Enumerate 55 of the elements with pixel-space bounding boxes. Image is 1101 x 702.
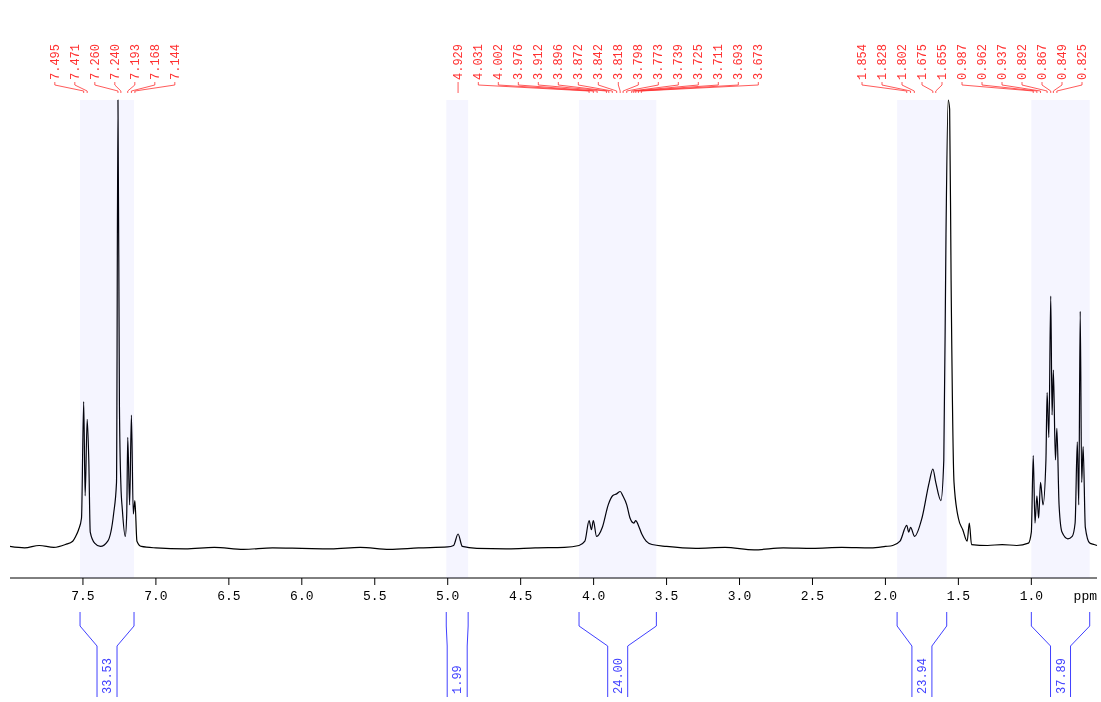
x-tick-label: 2.5 <box>800 589 825 604</box>
x-tick-label: 3.5 <box>654 589 679 604</box>
x-tick-label: 2.0 <box>873 589 898 604</box>
x-tick-label: 7.5 <box>71 589 95 604</box>
annotation: 3.693 <box>732 43 747 80</box>
annotation: 0.825 <box>1076 43 1090 80</box>
annotation: 1.802 <box>896 43 910 80</box>
band-label: 1.99 <box>451 665 466 694</box>
annotation: 7.495 <box>48 43 63 80</box>
annotation: 3.725 <box>692 43 707 80</box>
annotation: 3.798 <box>632 43 647 80</box>
annotation: 1.655 <box>936 43 950 80</box>
annotation: 0.892 <box>1016 43 1030 80</box>
annotation: 3.773 <box>652 43 667 80</box>
x-tick-label: 5.0 <box>436 589 460 604</box>
annotation: 0.849 <box>1056 43 1070 80</box>
annotation: 0.937 <box>996 43 1010 80</box>
annotation: 4.929 <box>452 43 467 80</box>
annotation: 1.828 <box>876 43 890 80</box>
x-tick-label: 4.0 <box>581 589 606 604</box>
x-tick-label: 1.0 <box>1019 589 1044 604</box>
x-tick-label: 7.0 <box>144 589 168 604</box>
annotation: 0.987 <box>956 43 970 80</box>
band-label: 33.53 <box>101 657 116 694</box>
annotation: 3.842 <box>592 43 607 80</box>
x-axis-title: ppm <box>1073 589 1098 604</box>
annotation: 3.912 <box>532 43 547 80</box>
annotation: 1.675 <box>916 43 930 80</box>
annotation: 3.673 <box>752 43 767 80</box>
annotation: 7.193 <box>128 43 143 80</box>
annotation: 4.031 <box>472 43 487 80</box>
band-label: 23.94 <box>915 657 930 694</box>
band-label: 24.00 <box>611 657 626 694</box>
annotation: 4.002 <box>492 43 507 80</box>
annotation: 3.896 <box>552 43 567 80</box>
annotation: 3.739 <box>672 43 687 80</box>
x-tick-label: 5.5 <box>363 589 387 604</box>
annotation: 7.240 <box>108 43 123 80</box>
annotation: 1.854 <box>856 43 870 80</box>
x-tick-label: 1.5 <box>946 589 971 604</box>
annotation: 3.818 <box>612 43 627 80</box>
annotation: 7.471 <box>68 43 83 80</box>
annotation: 0.867 <box>1036 43 1050 80</box>
x-tick-label: 6.0 <box>290 589 314 604</box>
annotation: 0.962 <box>976 43 990 80</box>
annotation: 7.144 <box>168 43 183 80</box>
annotation: 3.976 <box>512 43 527 80</box>
x-tick-label: 4.5 <box>508 589 533 604</box>
annotation: 3.872 <box>572 43 587 80</box>
x-tick-label: 6.5 <box>217 589 241 604</box>
annotation: 3.711 <box>712 43 727 80</box>
annotation: 7.168 <box>148 43 163 80</box>
band-label: 37.89 <box>1054 657 1069 694</box>
x-tick-label: 3.0 <box>727 589 752 604</box>
annotation: 7.260 <box>88 43 103 80</box>
